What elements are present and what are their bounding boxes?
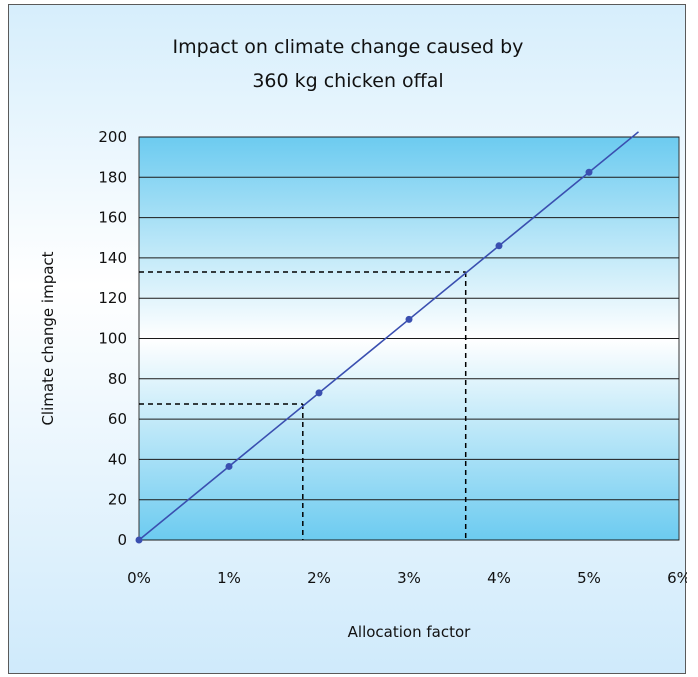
y-tick-label: 20 (108, 491, 127, 509)
chart-frame: Impact on climate change caused by 360 k… (8, 4, 687, 674)
data-point (315, 389, 323, 397)
y-tick-label: 60 (108, 410, 127, 428)
x-tick-label: 5% (577, 569, 601, 587)
x-tick-label: 0% (127, 569, 151, 587)
data-point (585, 168, 593, 176)
chart-title-line-2: 360 kg chicken offal (252, 70, 444, 92)
data-point (225, 462, 233, 470)
chart-title-line-1: Impact on climate change caused by (172, 36, 524, 58)
y-tick-label: 160 (98, 209, 127, 227)
y-tick-label: 40 (108, 450, 127, 468)
x-axis-label: Allocation factor (348, 623, 471, 641)
chart-svg: 0 20 40 60 80 100 120 140 160 180 200 0% 1% 2% 3% 4% 5% 6… (39, 128, 687, 641)
y-axis-label: Climate change impact (39, 251, 57, 425)
y-tick-label: 100 (98, 330, 127, 348)
y-tick-label: 120 (98, 289, 127, 307)
x-tick-label: 1% (217, 569, 241, 587)
y-tick-label: 200 (98, 128, 127, 146)
y-tick-label: 180 (98, 168, 127, 186)
series-group (135, 131, 640, 544)
series-line (138, 131, 640, 541)
x-tick-label: 3% (397, 569, 421, 587)
y-tick-label: 0 (117, 531, 127, 549)
tick-labels: 0 20 40 60 80 100 120 140 160 180 200 0% 1% 2% 3% 4% 5% 6… (98, 128, 687, 587)
data-point (495, 242, 503, 250)
x-tick-label: 4% (487, 569, 511, 587)
data-point (135, 536, 143, 544)
grid-lines (139, 136, 679, 541)
dashed-guides (139, 271, 467, 540)
data-point (405, 315, 413, 323)
y-tick-label: 80 (108, 370, 127, 388)
y-tick-label: 140 (98, 249, 127, 267)
x-tick-label: 2% (307, 569, 331, 587)
x-tick-label: 6% (667, 569, 687, 587)
